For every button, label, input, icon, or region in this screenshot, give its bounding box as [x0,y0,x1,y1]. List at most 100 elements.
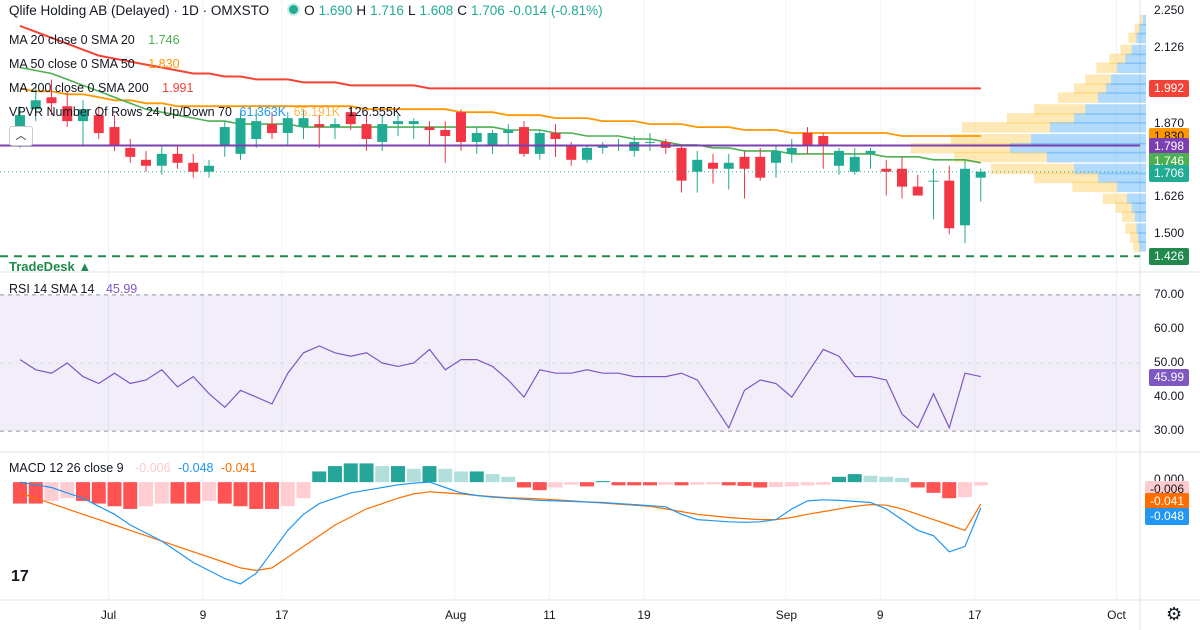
ohlc-values: O 1.690 H 1.716 L 1.608 C 1.706 -0.014 (-0.81%) [304,3,607,18]
macd-hist-bar-1 [28,482,43,504]
candle-body-36 [582,147,592,160]
vpvr-up-bar-1 [1139,23,1146,35]
chart-header: Qlife Holding AB (Delayed) · 1D · OMXSTO… [9,3,611,18]
vpvr-down-bar-15 [990,163,1074,175]
macd-line [19,481,982,585]
ohlc-key-1: H [356,3,367,18]
candle-body-31 [503,130,514,134]
macd-hist-bar-36 [580,482,594,487]
candle-body-26 [424,127,435,131]
ma200-label: MA 200 close 0 SMA 200 [9,81,149,95]
macd-legend[interactable]: MACD 12 26 close 9 -0.006 -0.048 -0.041 [9,461,260,476]
candle-body-46 [739,156,750,169]
macd-hist-bar-31 [501,476,516,483]
candle-body-49 [786,147,797,154]
macd-hist-bar-44 [706,482,720,485]
candle-body-52 [834,150,844,166]
macd-signal-value: -0.041 [221,461,257,475]
macd-hist-bar-29 [469,471,484,483]
macd-hist-bar-41 [658,482,673,485]
tradingview-logo[interactable]: 17 [11,568,39,592]
ma200-legend[interactable]: MA 200 close 0 SMA 200 1.991 [9,81,197,96]
macd-hist-bar-46 [737,482,752,486]
macd-hist-bar-0 [13,482,27,504]
vpvr-down-bar-1 [1134,23,1140,35]
vpvr-up-bar-7 [1106,83,1146,94]
macd-line-value: -0.048 [178,461,214,475]
macd-hist-bar-11 [186,482,201,504]
vpvr-down-bar-4 [1109,53,1126,65]
candle-body-47 [755,156,766,178]
candle-body-12 [204,165,214,172]
macd-hist-bar-25 [406,468,421,483]
price-tag-6: 45.99 [1148,368,1189,386]
macd-hist-bar-43 [690,482,705,485]
candle-body-21 [345,112,356,125]
macd-hist-bar-47 [753,482,768,488]
price-tick-1: 2.126 [1154,39,1185,54]
macd-hist-bar-6 [107,482,122,507]
price-tag-4: 1.706 [1148,164,1189,182]
vpvr-up-bar-21 [1136,223,1146,234]
candle-body-55 [881,168,892,172]
candle-body-33 [534,133,545,154]
macd-hist-bar-58 [926,482,941,493]
candle-body-25 [408,121,419,125]
ma20-value: 1.746 [148,33,180,47]
vpvr-down-bar-18 [1102,193,1127,205]
macd-hist-bar-4 [76,482,90,501]
vpvr-down-value: 65.191K [293,105,341,119]
x-tick-9: Oct [1107,608,1126,622]
x-tick-7: 9 [876,608,884,622]
candle-body-17 [282,118,293,134]
price-tag-2: 1.798 [1148,137,1189,155]
macd-hist-bar-10 [170,482,185,504]
rsi-tick-4: 30.00 [1154,423,1185,438]
candle-body-51 [818,136,829,145]
ohlc-value-1: 1.716 [370,3,404,18]
x-tick-3: Aug [445,608,467,622]
tradedesk-logo[interactable]: TradeDesk ▲ [9,259,91,274]
rsi-legend[interactable]: RSI 14 SMA 14 45.99 [9,282,141,297]
macd-hist-bar-32 [517,482,531,488]
macd-hist-bar-38 [611,482,626,486]
candle-body-9 [156,153,167,166]
macd-hist-bar-34 [548,482,563,488]
macd-hist-bar-24 [391,466,405,483]
vpvr-up-bar-0 [1142,14,1146,26]
vpvr-up-bar-3 [1131,44,1146,56]
macd-hist-bar-28 [454,471,468,483]
ma50-legend[interactable]: MA 50 close 0 SMA 50 1.830 [9,57,184,72]
ma200-value: 1.991 [162,81,194,95]
vpvr-up-bar-6 [1110,74,1146,85]
vpvr-down-bar-5 [1096,62,1118,74]
macd-hist-bar-27 [438,468,453,483]
candle-body-13 [219,127,230,145]
vpvr-up-bar-11 [1050,122,1146,133]
ohlc-key-2: L [407,3,416,18]
ohlc-value-3: 1.706 [471,3,505,18]
macd-hist-bar-8 [139,482,153,507]
candle-body-22 [361,124,372,139]
ma200-line [19,24,981,90]
vpvr-label: VPVR Number Of Rows 24 Up/Down 70 [9,105,233,119]
vpvr-up-bar-14 [1046,151,1146,163]
settings-gear-icon[interactable]: ⚙ [1166,604,1183,624]
collapse-legend-button[interactable]: ︿ [9,126,33,146]
vpvr-legend[interactable]: VPVR Number Of Rows 24 Up/Down 70 61.363… [9,105,405,120]
candle-body-54 [865,150,876,154]
macd-hist-bar-14 [233,482,248,507]
candle-body-28 [456,112,466,142]
macd-hist-bar-55 [879,476,894,483]
price-tag-5: 1.426 [1148,248,1189,266]
ma20-legend[interactable]: MA 20 close 0 SMA 20 1.746 [9,33,184,48]
macd-hist-bar-42 [674,482,689,486]
vpvr-up-bar-12 [1030,133,1146,145]
vpvr-down-bar-9 [1034,104,1086,115]
vpvr-up-bar-5 [1117,62,1146,74]
rsi-tick-3: 40.00 [1154,389,1185,404]
ma50-value: 1.830 [148,57,180,71]
vpvr-down-bar-8 [1058,92,1098,103]
